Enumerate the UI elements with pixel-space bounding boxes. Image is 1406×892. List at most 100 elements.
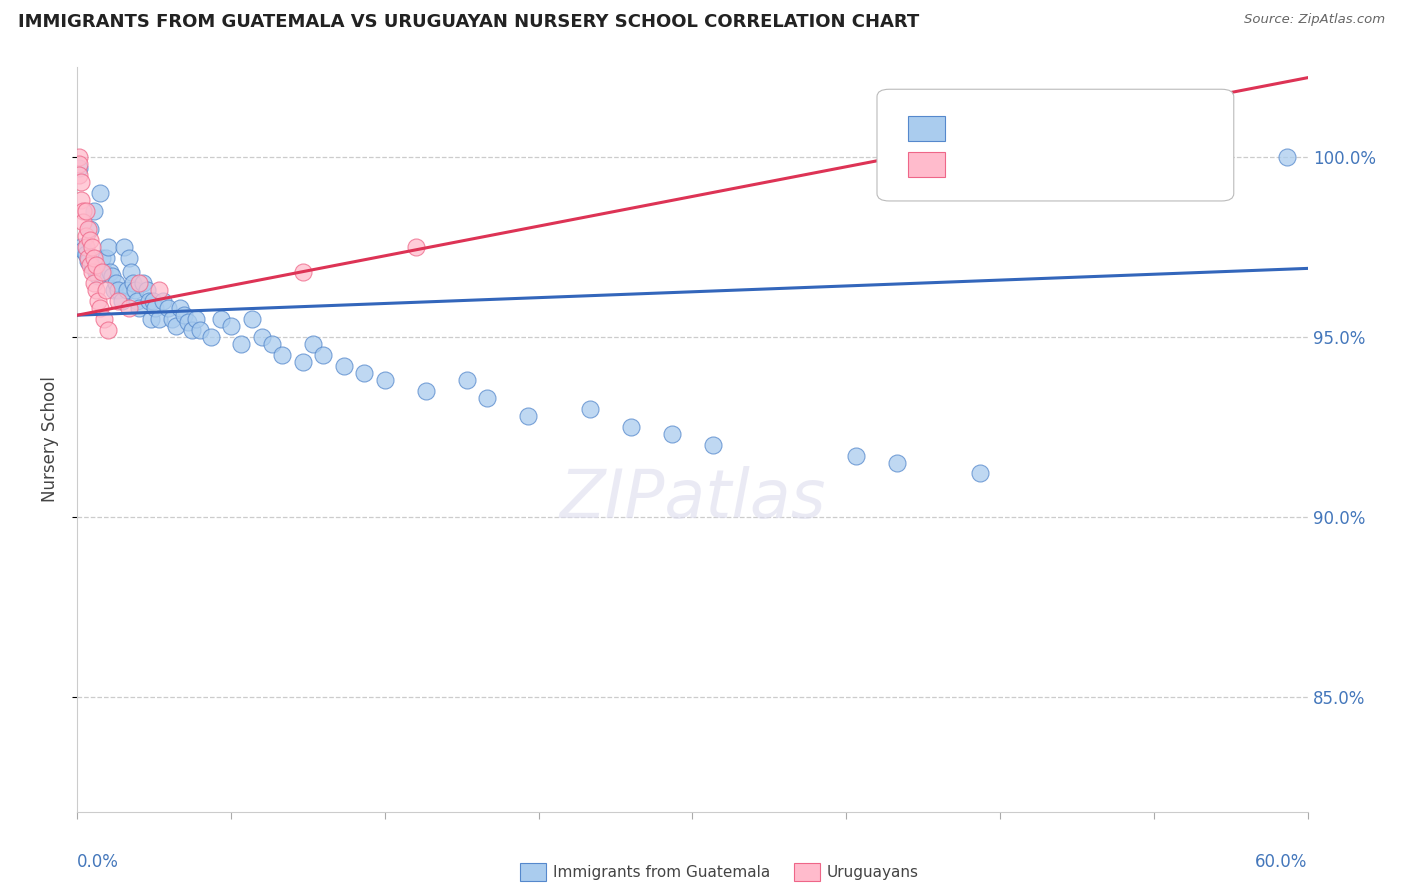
Point — [67, 161, 90, 175]
Point — [291, 355, 314, 369]
Point — [141, 311, 163, 326]
Point — [105, 276, 128, 290]
Text: Immigrants from Guatemala: Immigrants from Guatemala — [553, 865, 770, 880]
Point — [76, 222, 98, 236]
Point — [79, 258, 101, 272]
Point — [83, 276, 105, 290]
Point — [70, 240, 93, 254]
Point — [188, 322, 212, 336]
Point — [84, 258, 107, 272]
Point — [200, 330, 222, 344]
Text: ZIPatlas: ZIPatlas — [560, 466, 825, 532]
Point — [415, 384, 437, 398]
Point — [107, 283, 129, 297]
Point — [115, 283, 138, 297]
Point — [969, 467, 991, 481]
Point — [83, 203, 105, 218]
Point — [702, 438, 724, 452]
Point — [128, 276, 150, 290]
Point — [80, 258, 103, 272]
Point — [94, 283, 117, 297]
Point — [456, 373, 478, 387]
Point — [87, 293, 110, 308]
Point — [132, 276, 155, 290]
Point — [165, 318, 187, 333]
Point — [84, 283, 107, 297]
Point — [353, 366, 375, 380]
Point — [75, 229, 97, 244]
Point — [114, 240, 136, 254]
Point — [1275, 150, 1298, 164]
Point — [107, 293, 129, 308]
Text: R = 0.102   N = 72: R = 0.102 N = 72 — [959, 118, 1116, 136]
Point — [75, 247, 97, 261]
Point — [90, 265, 114, 279]
Point — [124, 283, 146, 297]
Point — [70, 175, 93, 189]
Point — [76, 251, 98, 265]
Point — [98, 265, 121, 279]
Point — [374, 373, 396, 387]
FancyBboxPatch shape — [877, 89, 1234, 201]
Point — [302, 337, 325, 351]
Point — [312, 348, 335, 362]
Point — [117, 301, 139, 315]
Point — [67, 150, 90, 164]
Point — [75, 203, 97, 218]
Point — [93, 311, 115, 326]
Point — [67, 157, 90, 171]
Point — [160, 311, 183, 326]
Point — [89, 186, 111, 200]
Point — [72, 203, 94, 218]
Point — [152, 293, 174, 308]
Point — [72, 214, 94, 228]
Point — [117, 251, 139, 265]
Point — [886, 456, 908, 470]
Point — [111, 293, 134, 308]
Point — [231, 337, 253, 351]
Point — [579, 401, 602, 416]
Point — [90, 251, 114, 265]
Point — [83, 251, 105, 265]
Text: IMMIGRANTS FROM GUATEMALA VS URUGUAYAN NURSERY SCHOOL CORRELATION CHART: IMMIGRANTS FROM GUATEMALA VS URUGUAYAN N… — [18, 13, 920, 31]
Text: 60.0%: 60.0% — [1256, 853, 1308, 871]
Point — [177, 315, 200, 329]
Point — [76, 254, 98, 268]
Point — [143, 301, 166, 315]
Point — [661, 426, 683, 441]
Point — [67, 168, 90, 182]
Point — [75, 240, 97, 254]
Point — [620, 419, 643, 434]
Point — [156, 301, 179, 315]
Point — [291, 265, 314, 279]
Text: 0.0%: 0.0% — [77, 853, 120, 871]
Point — [72, 244, 94, 258]
Point — [148, 283, 170, 297]
Text: R = 0.415   N = 32: R = 0.415 N = 32 — [959, 153, 1116, 171]
Point — [93, 265, 115, 279]
Point — [79, 222, 101, 236]
Point — [101, 268, 124, 283]
Point — [169, 301, 191, 315]
Point — [89, 301, 111, 315]
Point — [125, 293, 148, 308]
Point — [80, 265, 103, 279]
Text: Source: ZipAtlas.com: Source: ZipAtlas.com — [1244, 13, 1385, 27]
Point — [142, 293, 165, 308]
Point — [79, 233, 101, 247]
Point — [271, 348, 294, 362]
Point — [186, 311, 208, 326]
Point — [333, 359, 356, 373]
Point — [87, 268, 110, 283]
Point — [70, 193, 93, 207]
Point — [97, 240, 120, 254]
Point — [138, 293, 160, 308]
Point — [181, 322, 204, 336]
Point — [94, 251, 117, 265]
Point — [103, 283, 125, 297]
Point — [84, 265, 107, 279]
Point — [240, 311, 263, 326]
Point — [148, 311, 170, 326]
Point — [250, 330, 273, 344]
Point — [128, 301, 150, 315]
